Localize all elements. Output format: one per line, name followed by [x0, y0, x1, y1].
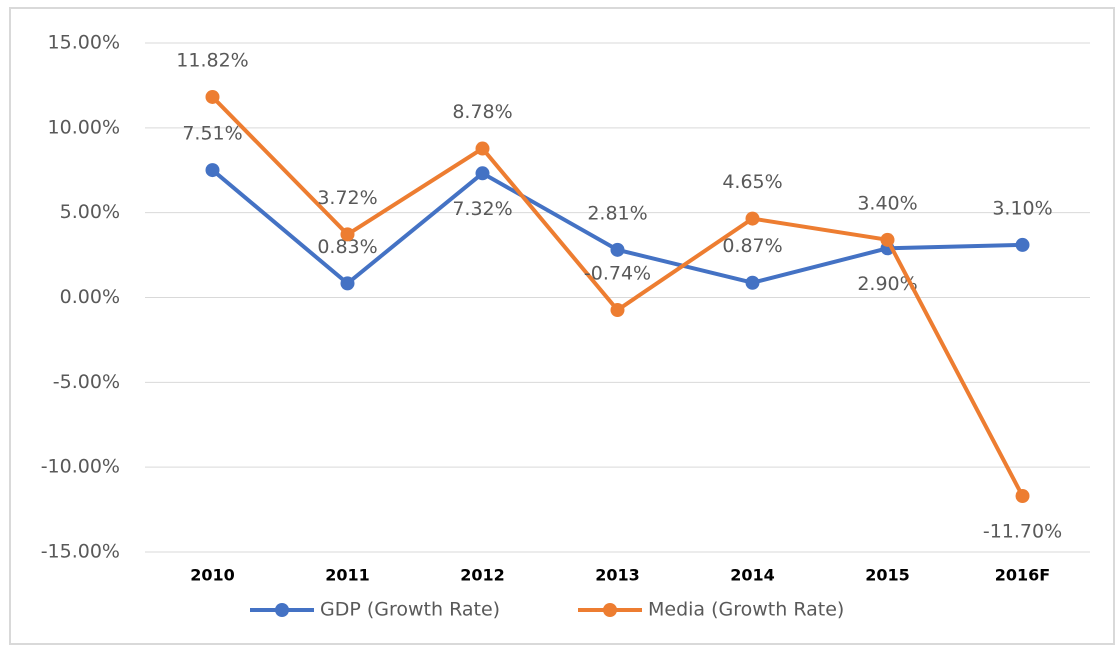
marker	[610, 242, 625, 257]
marker	[340, 227, 355, 242]
marker	[1015, 237, 1030, 252]
legend-marker	[275, 603, 289, 617]
legend-label: GDP (Growth Rate)	[320, 599, 500, 621]
x-tick-label: 2014	[730, 566, 775, 585]
marker	[745, 275, 760, 290]
x-tick-label: 2012	[460, 566, 505, 585]
marker	[745, 211, 760, 226]
legend-marker	[603, 603, 617, 617]
chart-frame	[9, 7, 1115, 645]
data-label: 0.87%	[722, 235, 782, 257]
marker	[205, 89, 220, 104]
legend-label: Media (Growth Rate)	[648, 599, 844, 621]
y-tick-label: 15.00%	[48, 32, 120, 54]
data-label: 8.78%	[452, 101, 512, 123]
y-tick-label: -10.00%	[41, 456, 120, 478]
marker	[205, 163, 220, 178]
data-label: 2.90%	[857, 273, 917, 295]
marker	[475, 166, 490, 181]
data-label: 7.32%	[452, 198, 512, 220]
marker	[340, 276, 355, 291]
marker	[880, 232, 895, 247]
data-label: 4.65%	[722, 171, 782, 193]
x-tick-label: 2010	[190, 566, 235, 585]
data-label: 2.81%	[587, 202, 647, 224]
data-label: -11.70%	[983, 521, 1062, 543]
data-label: 3.40%	[857, 192, 917, 214]
data-label: 3.10%	[992, 197, 1052, 219]
marker	[1015, 489, 1030, 504]
marker	[610, 303, 625, 318]
y-tick-label: -5.00%	[53, 371, 120, 393]
marker	[475, 141, 490, 156]
y-tick-label: 10.00%	[48, 116, 120, 138]
data-label: 3.72%	[317, 187, 377, 209]
y-tick-label: -15.00%	[41, 541, 120, 563]
x-tick-label: 2016F	[995, 566, 1050, 585]
x-tick-label: 2013	[595, 566, 640, 585]
data-label: 7.51%	[182, 123, 242, 145]
y-tick-label: 5.00%	[60, 201, 120, 223]
data-label: 0.83%	[317, 236, 377, 258]
y-tick-label: 0.00%	[60, 286, 120, 308]
data-label: -0.74%	[584, 263, 651, 285]
x-tick-label: 2011	[325, 566, 370, 585]
x-tick-label: 2015	[865, 566, 910, 585]
data-label: 11.82%	[176, 49, 248, 71]
